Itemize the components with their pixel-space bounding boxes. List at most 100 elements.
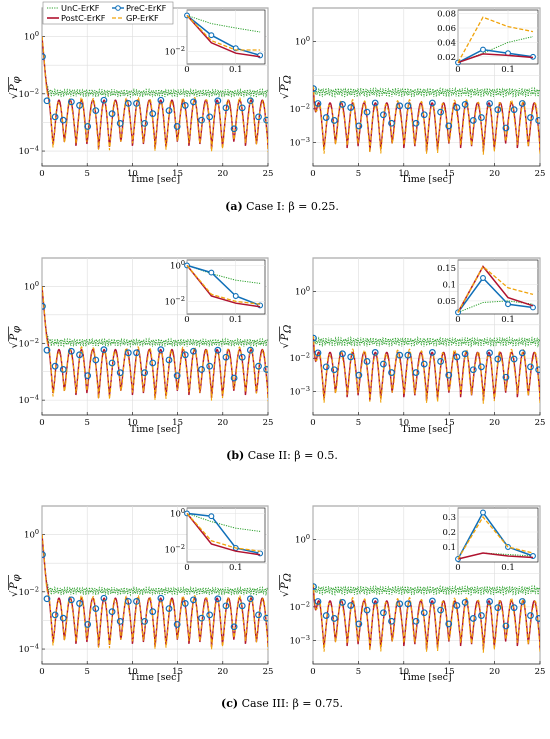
marker-PreC-ErKF [437, 606, 444, 614]
marker-PreC-ErKF [388, 369, 395, 376]
legend-marker [115, 5, 121, 11]
inset-c-right: 0 0.1 0.1 0.2 0.3 [442, 507, 539, 573]
marker-PreC-ErKF [314, 100, 322, 107]
inset-marker-PreC-ErKF [480, 509, 486, 516]
marker-PreC-ErKF [92, 107, 100, 115]
caption-2: (b) Case II: β = 0.5. [226, 449, 338, 462]
inset-line-PreC-ErKF [457, 511, 534, 560]
sqrt-sign: √ [9, 590, 20, 597]
panel-b-right: 0 5 10 15 20 25 100 10−2 10−3 Time [sec] √PΩ 0 0.1 0.… [279, 257, 545, 435]
tick-label: 100 [24, 280, 39, 293]
series-line-UnC-ErKF [313, 583, 540, 597]
marker-PreC-ErKF [355, 620, 363, 628]
marker-PreC-ErKF [535, 117, 540, 124]
x-axis-label: Time [sec] [401, 424, 451, 435]
inset-marker-PreC-ErKF [480, 46, 486, 53]
marker-PreC-ErKF [322, 612, 330, 619]
inset-line-PostC-ErKF [457, 53, 534, 64]
legend-box [42, 1, 174, 25]
x-tick-label: 20 [217, 667, 228, 677]
marker-PreC-ErKF [133, 598, 140, 605]
tick-label: 0.04 [437, 38, 456, 48]
x-tick-label: 0 [310, 418, 315, 428]
marker-PreC-ErKF [347, 602, 355, 609]
marker-PreC-ErKF [412, 119, 420, 127]
symbol-subscript: φ [12, 574, 23, 581]
inset-line-UnC-ErKF [186, 512, 261, 532]
marker-PreC-ErKF [76, 351, 83, 359]
marker-PreC-ErKF [133, 349, 140, 357]
marker-PreC-ErKF [141, 369, 149, 377]
series-lines [313, 334, 540, 405]
marker-PreC-ErKF [429, 349, 436, 356]
marker-PreC-ErKF [238, 104, 246, 112]
panel-c-right: 0 5 10 15 20 25 100 10−2 10−3 Time [sec] √PΩ 0 0.1 0.… [279, 505, 545, 683]
marker-PreC-ErKF [527, 612, 534, 619]
marker-PreC-ErKF [214, 346, 222, 354]
marker-PreC-ErKF [518, 598, 526, 605]
caption-text: Case I: β = 0.25. [243, 200, 339, 213]
panel-b-left: 0 5 10 15 20 25 100 10−2 10−4 Time [sec] √Pφ 0 0.1 10… [8, 257, 273, 435]
tick-label: 10−4 [19, 643, 39, 656]
x-tick-label: 15 [444, 667, 455, 677]
marker-PreC-ErKF [246, 97, 254, 105]
sqrt-sign: √ [9, 92, 20, 99]
inset-x-tick-label: 0.1 [501, 315, 515, 325]
marker-PreC-ErKF [43, 346, 51, 354]
tick-label: 0.1 [442, 281, 456, 291]
x-tick-label: 10 [127, 667, 138, 677]
marker-PreC-ErKF [149, 608, 157, 616]
symbol-subscript: φ [12, 326, 23, 333]
marker-PreC-ErKF [379, 111, 387, 119]
marker-PreC-ErKF [42, 302, 46, 310]
panel-a-left: 0 5 10 15 20 25 100 10−2 10−4 Time [sec] √Pφ 0 0.1 10… [8, 7, 273, 185]
inset-x-tick-label: 0 [455, 65, 460, 75]
y-axis-label: √Pφ [8, 326, 23, 349]
inset-line-PreC-ErKF [457, 276, 534, 313]
marker-PreC-ErKF [157, 96, 165, 104]
marker-PreC-ErKF [453, 353, 461, 361]
inset-line-PreC-ErKF [457, 48, 534, 64]
tick-label: 10−2 [19, 87, 39, 100]
marker-PreC-ErKF [502, 373, 510, 381]
marker-PreC-ErKF [510, 604, 518, 612]
inset-x-tick-label: 0 [455, 315, 460, 325]
inset-marker-PreC-ErKF [208, 269, 215, 276]
series-lines [42, 286, 268, 402]
x-tick-label: 0 [39, 169, 44, 179]
marker-PreC-ErKF [230, 623, 238, 631]
caption-text: Case II: β = 0.5. [244, 449, 338, 462]
marker-PreC-ErKF [404, 102, 412, 110]
legend-entry-GP-ErKF: GP-ErKF [126, 13, 159, 23]
y-axis-label: √Pφ [8, 76, 23, 99]
marker-PreC-ErKF [486, 100, 494, 107]
marker-PreC-ErKF [246, 346, 254, 354]
inset-a-left: 0 0.1 10−2 [165, 9, 266, 75]
marker-PreC-ErKF [412, 617, 420, 625]
marker-PreC-ErKF [420, 360, 428, 368]
marker-PreC-ErKF [263, 614, 268, 622]
marker-PreC-ErKF [518, 100, 526, 107]
tick-label: 10−2 [165, 295, 185, 308]
x-tick-label: 15 [172, 667, 183, 677]
marker-PreC-ErKF [100, 346, 108, 354]
marker-PreC-ErKF [510, 355, 518, 363]
marker-PreC-ErKF [469, 615, 477, 622]
x-tick-label: 20 [217, 169, 228, 179]
series-line-GP-ErKF [42, 534, 268, 651]
tick-label: 10−2 [19, 337, 39, 350]
inset-x-tick-label: 0.1 [229, 563, 243, 573]
tick-label: 0.3 [442, 513, 456, 523]
marker-PreC-ErKF [363, 108, 371, 116]
marker-PreC-ErKF [141, 617, 149, 625]
x-axis-label: Time [sec] [130, 424, 180, 435]
series-line-UnC-ErKF [42, 534, 268, 597]
tick-label: 10−3 [290, 385, 310, 398]
tick-label: 0.08 [437, 10, 456, 20]
series-line-UnC-ErKF [42, 36, 268, 99]
marker-PreC-ErKF [379, 609, 387, 617]
inset-line-PostC-ErKF [457, 552, 534, 560]
x-tick-label: 20 [489, 169, 500, 179]
marker-PreC-ErKF [157, 594, 165, 602]
marker-PreC-ErKF [469, 366, 477, 374]
